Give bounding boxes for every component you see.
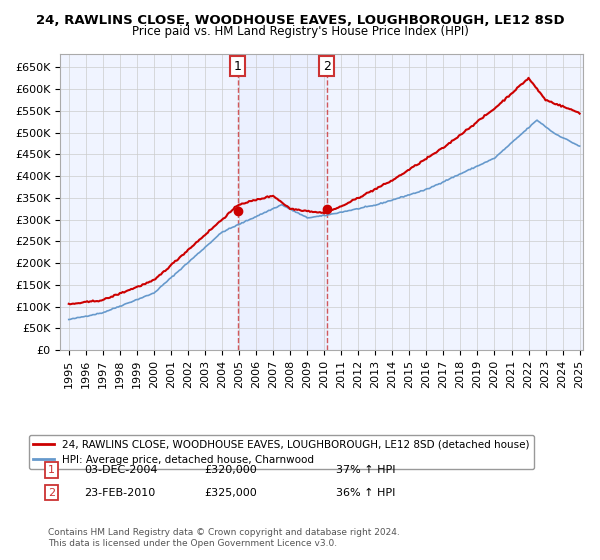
Text: £325,000: £325,000 [204, 488, 257, 498]
Text: 2: 2 [323, 59, 331, 73]
Text: 24, RAWLINS CLOSE, WOODHOUSE EAVES, LOUGHBOROUGH, LE12 8SD: 24, RAWLINS CLOSE, WOODHOUSE EAVES, LOUG… [35, 14, 565, 27]
Text: This data is licensed under the Open Government Licence v3.0.: This data is licensed under the Open Gov… [48, 539, 337, 548]
Text: Contains HM Land Registry data © Crown copyright and database right 2024.: Contains HM Land Registry data © Crown c… [48, 528, 400, 537]
Legend: 24, RAWLINS CLOSE, WOODHOUSE EAVES, LOUGHBOROUGH, LE12 8SD (detached house), HPI: 24, RAWLINS CLOSE, WOODHOUSE EAVES, LOUG… [29, 435, 534, 469]
Text: 36% ↑ HPI: 36% ↑ HPI [336, 488, 395, 498]
Bar [238, 54, 327, 350]
Text: 2: 2 [48, 488, 55, 498]
Text: 1: 1 [48, 465, 55, 475]
Text: 23-FEB-2010: 23-FEB-2010 [84, 488, 155, 498]
Text: 03-DEC-2004: 03-DEC-2004 [84, 465, 157, 475]
Text: 37% ↑ HPI: 37% ↑ HPI [336, 465, 395, 475]
Text: £320,000: £320,000 [204, 465, 257, 475]
Text: Price paid vs. HM Land Registry's House Price Index (HPI): Price paid vs. HM Land Registry's House … [131, 25, 469, 38]
Text: 1: 1 [234, 59, 242, 73]
